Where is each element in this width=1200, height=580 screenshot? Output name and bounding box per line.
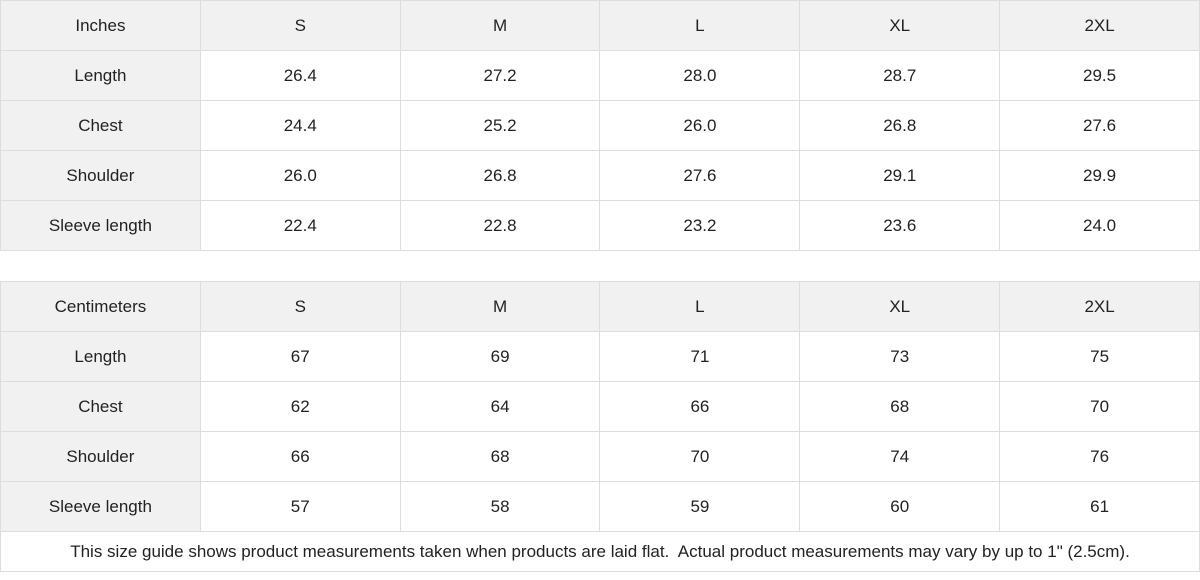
measurement-cell: 23.6 — [800, 201, 1001, 251]
measurement-cell: 74 — [800, 432, 1001, 482]
measurement-cell: 59 — [600, 482, 801, 532]
measurement-cell: 28.0 — [600, 51, 801, 101]
size-header-cell: S — [200, 1, 401, 51]
size-header-cell: XL — [800, 1, 1001, 51]
size-header-cell: 2XL — [1000, 282, 1200, 332]
measurement-cell: 75 — [1000, 332, 1200, 382]
table-row-chest: Chest 62 64 66 68 70 — [1, 382, 1200, 432]
row-label: Sleeve length — [1, 201, 201, 251]
unit-header-cell: Inches — [1, 1, 201, 51]
table-row-sleeve-length: Sleeve length 57 58 59 60 61 — [1, 482, 1200, 532]
row-label: Shoulder — [1, 432, 201, 482]
measurement-cell: 29.1 — [800, 151, 1001, 201]
measurement-cell: 64 — [400, 382, 601, 432]
size-header-cell: L — [600, 282, 801, 332]
row-label: Length — [1, 51, 201, 101]
table-row-chest: Chest 24.4 25.2 26.0 26.8 27.6 — [1, 101, 1200, 151]
measurement-cell: 22.8 — [400, 201, 601, 251]
measurement-cell: 60 — [800, 482, 1001, 532]
measurement-cell: 68 — [400, 432, 601, 482]
table-row-length: Length 26.4 27.2 28.0 28.7 29.5 — [1, 51, 1200, 101]
measurement-cell: 66 — [600, 382, 801, 432]
measurement-cell: 27.6 — [600, 151, 801, 201]
measurement-cell: 25.2 — [400, 101, 601, 151]
measurement-cell: 76 — [1000, 432, 1200, 482]
measurement-cell: 71 — [600, 332, 801, 382]
measurement-cell: 67 — [200, 332, 401, 382]
table-row-shoulder: Shoulder 66 68 70 74 76 — [1, 432, 1200, 482]
measurement-cell: 66 — [200, 432, 401, 482]
measurement-cell: 26.4 — [200, 51, 401, 101]
measurement-cell: 69 — [400, 332, 601, 382]
size-header-cell: L — [600, 1, 801, 51]
size-header-cell: 2XL — [1000, 1, 1200, 51]
footer-note: This size guide shows product measuremen… — [0, 532, 1200, 572]
measurement-cell: 27.2 — [400, 51, 601, 101]
unit-header-cell: Centimeters — [1, 282, 201, 332]
row-label: Chest — [1, 382, 201, 432]
measurement-cell: 57 — [200, 482, 401, 532]
measurement-cell: 26.0 — [600, 101, 801, 151]
table-row-sleeve-length: Sleeve length 22.4 22.8 23.2 23.6 24.0 — [1, 201, 1200, 251]
measurement-cell: 70 — [600, 432, 801, 482]
measurement-cell: 29.9 — [1000, 151, 1200, 201]
size-table-centimeters: Centimeters S M L XL 2XL Length 67 69 71… — [0, 281, 1200, 532]
table-spacer — [0, 251, 1200, 281]
size-header-cell: M — [400, 282, 601, 332]
measurement-cell: 68 — [800, 382, 1001, 432]
measurement-cell: 28.7 — [800, 51, 1001, 101]
measurement-cell: 22.4 — [200, 201, 401, 251]
measurement-cell: 26.8 — [400, 151, 601, 201]
measurement-cell: 62 — [200, 382, 401, 432]
inches-header-row: Inches S M L XL 2XL — [1, 1, 1200, 51]
size-header-cell: S — [200, 282, 401, 332]
size-header-cell: XL — [800, 282, 1001, 332]
row-label: Sleeve length — [1, 482, 201, 532]
size-table-inches: Inches S M L XL 2XL Length 26.4 27.2 28.… — [0, 0, 1200, 251]
measurement-cell: 27.6 — [1000, 101, 1200, 151]
measurement-cell: 29.5 — [1000, 51, 1200, 101]
measurement-cell: 58 — [400, 482, 601, 532]
size-header-cell: M — [400, 1, 601, 51]
measurement-cell: 26.0 — [200, 151, 401, 201]
measurement-cell: 26.8 — [800, 101, 1001, 151]
measurement-cell: 73 — [800, 332, 1001, 382]
measurement-cell: 24.0 — [1000, 201, 1200, 251]
row-label: Length — [1, 332, 201, 382]
measurement-cell: 70 — [1000, 382, 1200, 432]
measurement-cell: 24.4 — [200, 101, 401, 151]
row-label: Shoulder — [1, 151, 201, 201]
measurement-cell: 23.2 — [600, 201, 801, 251]
measurement-cell: 61 — [1000, 482, 1200, 532]
row-label: Chest — [1, 101, 201, 151]
centimeters-header-row: Centimeters S M L XL 2XL — [1, 282, 1200, 332]
table-row-shoulder: Shoulder 26.0 26.8 27.6 29.1 29.9 — [1, 151, 1200, 201]
table-row-length: Length 67 69 71 73 75 — [1, 332, 1200, 382]
